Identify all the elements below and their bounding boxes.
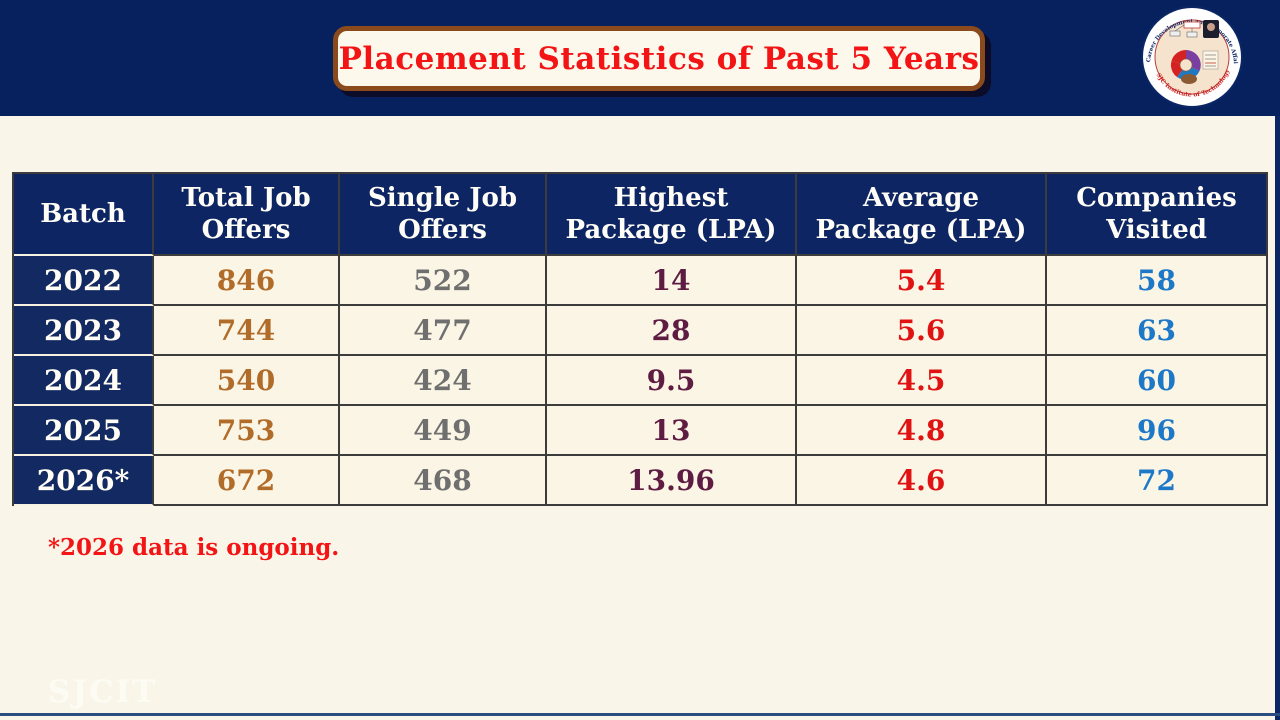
total-offers-cell: 672 <box>154 456 340 506</box>
average-package-cell: 5.4 <box>797 256 1047 306</box>
column-header-highest-package: Highest Package (LPA) <box>547 174 797 256</box>
batch-cell: 2024 <box>14 356 154 406</box>
companies-visited-cell: 72 <box>1047 456 1268 506</box>
highest-package-cell: 28 <box>547 306 797 356</box>
average-package-cell: 4.6 <box>797 456 1047 506</box>
highest-package-cell: 13 <box>547 406 797 456</box>
logo-person-photo <box>1203 20 1219 38</box>
batch-cell: 2023 <box>14 306 154 356</box>
college-logo: Career Development and Corporate Affairs… <box>1140 5 1243 108</box>
footnote: *2026 data is ongoing. <box>48 534 340 561</box>
total-offers-cell: 753 <box>154 406 340 456</box>
table-header-row: Batch Total Job Offers Single Job Offers… <box>14 174 1268 256</box>
logo-pie-graphic <box>1170 49 1201 84</box>
highest-package-cell: 13.96 <box>547 456 797 506</box>
column-header-total-job-offers: Total Job Offers <box>154 174 340 256</box>
single-offers-cell: 522 <box>340 256 547 306</box>
companies-visited-cell: 96 <box>1047 406 1268 456</box>
table-row: 2024 540 424 9.5 4.5 60 <box>14 356 1268 406</box>
batch-cell: 2025 <box>14 406 154 456</box>
single-offers-cell: 477 <box>340 306 547 356</box>
average-package-cell: 5.6 <box>797 306 1047 356</box>
total-offers-cell: 540 <box>154 356 340 406</box>
column-header-average-package: Average Package (LPA) <box>797 174 1047 256</box>
single-offers-cell: 449 <box>340 406 547 456</box>
page-title: Placement Statistics of Past 5 Years <box>338 40 980 77</box>
batch-cell: 2026* <box>14 456 154 506</box>
companies-visited-cell: 60 <box>1047 356 1268 406</box>
table-row: 2026* 672 468 13.96 4.6 72 <box>14 456 1268 506</box>
companies-visited-cell: 63 <box>1047 306 1268 356</box>
single-offers-cell: 468 <box>340 456 547 506</box>
table-row: 2023 744 477 28 5.6 63 <box>14 306 1268 356</box>
right-edge-stripe <box>1275 116 1280 720</box>
average-package-cell: 4.5 <box>797 356 1047 406</box>
table-row: 2022 846 522 14 5.4 58 <box>14 256 1268 306</box>
title-box: Placement Statistics of Past 5 Years <box>333 26 985 91</box>
logo-list-graphic <box>1202 50 1219 70</box>
total-offers-cell: 744 <box>154 306 340 356</box>
column-header-single-job-offers: Single Job Offers <box>340 174 547 256</box>
placement-stats-table: Batch Total Job Offers Single Job Offers… <box>12 172 1268 506</box>
column-header-batch: Batch <box>14 174 154 256</box>
total-offers-cell: 846 <box>154 256 340 306</box>
watermark-sjcit: SJCIT <box>48 674 158 710</box>
logo-flowchart-graphic <box>1169 21 1201 38</box>
highest-package-cell: 14 <box>547 256 797 306</box>
single-offers-cell: 424 <box>340 356 547 406</box>
table-row: 2025 753 449 13 4.8 96 <box>14 406 1268 456</box>
average-package-cell: 4.8 <box>797 406 1047 456</box>
batch-cell: 2022 <box>14 256 154 306</box>
column-header-companies-visited: Companies Visited <box>1047 174 1268 256</box>
companies-visited-cell: 58 <box>1047 256 1268 306</box>
bottom-border-line <box>0 713 1280 716</box>
highest-package-cell: 9.5 <box>547 356 797 406</box>
